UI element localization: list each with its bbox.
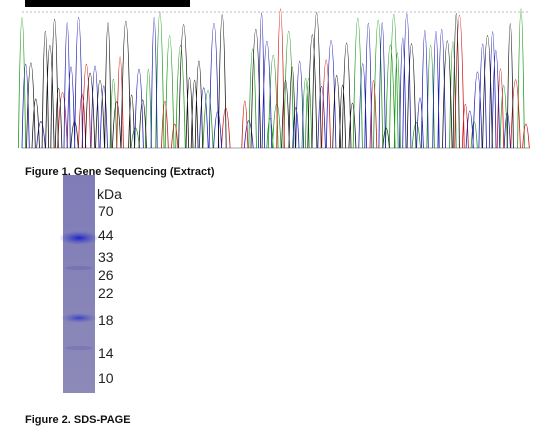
band xyxy=(65,266,93,270)
chromatogram xyxy=(18,0,530,149)
figure-caption: Figure 1. Gene Sequencing (Extract) xyxy=(25,166,215,178)
marker-label: 14 xyxy=(98,345,114,361)
marker-label: 18 xyxy=(98,312,114,328)
trace xyxy=(21,12,511,149)
band xyxy=(61,313,97,323)
redaction xyxy=(25,0,190,7)
trace xyxy=(26,12,514,149)
marker-label: 10 xyxy=(98,370,114,386)
marker-label: 44 xyxy=(98,227,114,243)
marker-label: 33 xyxy=(98,249,114,265)
figure-caption: Figure 2. SDS-PAGE xyxy=(25,414,131,426)
band xyxy=(60,231,99,245)
trace xyxy=(57,8,530,149)
marker-label: 26 xyxy=(98,267,114,283)
gel-lane xyxy=(60,175,99,393)
marker-label: 70 xyxy=(98,203,114,219)
band xyxy=(65,346,93,350)
lane xyxy=(63,175,95,393)
unit-label: kDa xyxy=(97,186,122,202)
marker-label: 22 xyxy=(98,285,114,301)
